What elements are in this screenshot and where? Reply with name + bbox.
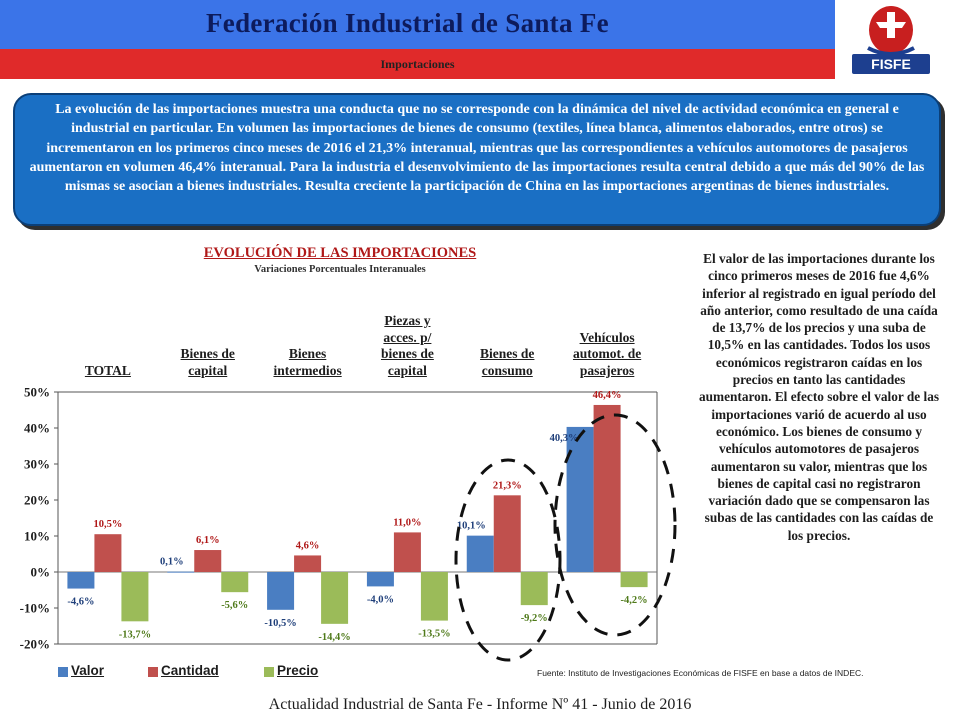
data-label: -13,7% bbox=[119, 629, 151, 640]
source-note: Fuente: Instituto de Investigaciones Eco… bbox=[537, 668, 864, 678]
highlight-ellipse-consumo bbox=[454, 458, 562, 662]
data-label: -10,5% bbox=[264, 618, 296, 629]
data-label: 21,3% bbox=[493, 480, 522, 491]
data-label: 0,1% bbox=[160, 557, 184, 568]
y-tick-label: -20% bbox=[20, 637, 50, 652]
data-label: 11,0% bbox=[393, 517, 421, 528]
y-tick-label: 50% bbox=[24, 385, 50, 400]
legend-swatch-valor bbox=[58, 667, 68, 677]
legend-label-valor: Valor bbox=[71, 663, 105, 678]
data-label: -14,4% bbox=[318, 632, 350, 643]
data-label: -9,2% bbox=[521, 613, 548, 624]
section-title: Importaciones bbox=[380, 57, 455, 71]
y-tick-label: 20% bbox=[24, 493, 50, 508]
legend-label-cantidad: Cantidad bbox=[161, 663, 219, 678]
bar-valor bbox=[67, 572, 95, 589]
header-bar bbox=[0, 0, 835, 49]
bar-valor bbox=[167, 571, 195, 573]
category-label: Piezas y acces. p/bienes de capital bbox=[380, 313, 434, 378]
bar-precio bbox=[221, 572, 249, 593]
data-label: 46,4% bbox=[593, 390, 622, 401]
category-label: Bienes de consumo bbox=[480, 346, 535, 378]
data-label: -4,2% bbox=[621, 595, 648, 606]
data-label: -4,0% bbox=[367, 594, 394, 605]
legend-label-precio: Precio bbox=[277, 663, 319, 678]
data-label: 4,6% bbox=[296, 540, 320, 551]
side-commentary: El valor de las importaciones durante lo… bbox=[698, 251, 940, 543]
fisfe-logo: FISFE bbox=[852, 6, 930, 74]
data-label: 40,3% bbox=[550, 433, 579, 444]
bar-cantidad bbox=[393, 532, 421, 572]
bar-precio bbox=[420, 572, 448, 621]
data-label: 6,1% bbox=[196, 535, 220, 546]
data-label: -13,5% bbox=[418, 629, 450, 640]
bar-valor bbox=[566, 426, 594, 572]
chart-subtitle: Variaciones Porcentuales Interanuales bbox=[254, 264, 426, 275]
data-label: 10,5% bbox=[93, 519, 122, 530]
bar-valor bbox=[267, 572, 295, 610]
data-label: -5,6% bbox=[221, 600, 248, 611]
summary-box: La evolución de las importaciones muestr… bbox=[13, 93, 941, 226]
page-title: Federación Industrial de Santa Fe bbox=[206, 8, 609, 38]
bar-cantidad bbox=[493, 495, 521, 572]
y-tick-label: 40% bbox=[24, 421, 50, 436]
data-label: -4,6% bbox=[67, 597, 94, 608]
bar-cantidad bbox=[194, 550, 222, 572]
footer: Actualidad Industrial de Santa Fe - Info… bbox=[268, 696, 692, 713]
legend-swatch-cantidad bbox=[148, 667, 158, 677]
category-label: Vehículos automot. de pasajeros bbox=[572, 329, 642, 378]
bar-precio bbox=[121, 572, 149, 622]
y-tick-label: 30% bbox=[24, 457, 50, 472]
y-tick-label: 10% bbox=[24, 529, 50, 544]
data-label: 10,1% bbox=[457, 521, 486, 532]
bar-valor bbox=[466, 535, 494, 572]
category-label: Bienes de capital bbox=[180, 346, 235, 378]
bar-valor bbox=[366, 572, 394, 587]
bar-precio bbox=[520, 572, 548, 606]
chart-title: EVOLUCIÓN DE LAS IMPORTACIONES bbox=[203, 245, 477, 261]
highlight-ellipse-vehiculos bbox=[553, 413, 677, 637]
summary-text: La evolución de las importaciones muestr… bbox=[29, 102, 925, 195]
header-subbar bbox=[0, 49, 835, 79]
bar-cantidad bbox=[94, 534, 122, 572]
bar-cantidad bbox=[593, 404, 621, 572]
y-tick-label: 0% bbox=[31, 565, 51, 580]
legend-swatch-precio bbox=[264, 667, 274, 677]
bar-precio bbox=[620, 572, 648, 588]
category-label: TOTAL bbox=[84, 362, 131, 378]
bar-cantidad bbox=[294, 555, 322, 572]
category-label: Bienes intermedios bbox=[273, 346, 342, 378]
bar-precio bbox=[321, 572, 349, 624]
y-tick-label: -10% bbox=[20, 601, 50, 616]
logo-text: FISFE bbox=[871, 56, 911, 72]
